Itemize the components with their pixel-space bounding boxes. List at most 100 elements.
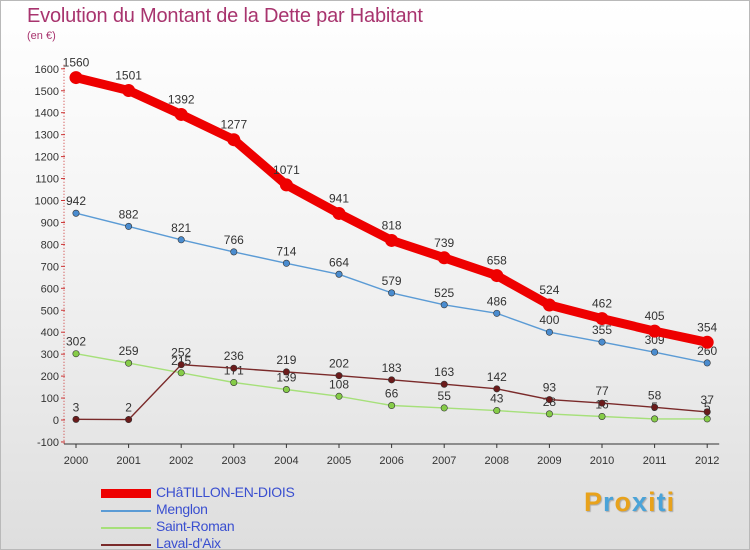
data-label-laval-d-aix-2012: 37 <box>701 393 715 407</box>
data-label-laval-d-aix-2003: 236 <box>224 349 244 363</box>
data-point-laval-d-aix-2005 <box>335 372 343 380</box>
x-tick-label-2003: 2003 <box>222 455 246 467</box>
data-point-menglon-2001 <box>125 222 133 230</box>
data-label-saint-roman-2004: 139 <box>276 370 296 384</box>
data-point-laval-d-aix-2001 <box>125 416 133 424</box>
data-label-ch-tillon-en-diois-2001: 1501 <box>115 69 142 83</box>
data-label-menglon-2007: 525 <box>434 286 454 300</box>
data-label-menglon-2005: 664 <box>329 255 349 269</box>
x-tick-label-2000: 2000 <box>64 455 88 467</box>
data-label-laval-d-aix-2000: 3 <box>73 400 80 414</box>
y-tick-label-700: 700 <box>41 261 59 273</box>
data-label-saint-roman-2012: 5 <box>704 400 711 414</box>
data-label-ch-tillon-en-diois-2008: 658 <box>487 254 507 268</box>
data-label-ch-tillon-en-diois-2009: 524 <box>539 283 559 297</box>
logo-letter: i <box>648 487 657 517</box>
data-point-saint-roman-2003 <box>230 378 238 386</box>
y-tick-label-400: 400 <box>41 327 59 339</box>
x-tick-label-2009: 2009 <box>537 455 561 467</box>
legend-label: Menglon <box>156 501 208 517</box>
data-label-menglon-2000: 942 <box>66 194 86 208</box>
data-point-laval-d-aix-2004 <box>282 368 290 376</box>
logo-letter: x <box>632 487 649 517</box>
data-point-menglon-2007 <box>440 301 448 309</box>
data-label-menglon-2008: 486 <box>487 294 507 308</box>
y-tick-label-1100: 1100 <box>35 174 59 186</box>
data-label-menglon-2006: 579 <box>382 274 402 288</box>
x-tick-label-2002: 2002 <box>169 455 193 467</box>
data-point-saint-roman-2010 <box>598 412 606 420</box>
legend-swatch <box>101 489 151 498</box>
x-tick-label-2012: 2012 <box>695 455 719 467</box>
data-point-ch-tillon-en-diois-2011 <box>648 324 662 338</box>
data-label-ch-tillon-en-diois-2004: 1071 <box>273 163 300 177</box>
x-tick-label-2007: 2007 <box>432 455 456 467</box>
series-line-ch-tillon-en-diois <box>71 73 712 347</box>
data-label-laval-d-aix-2007: 163 <box>434 365 454 379</box>
data-label-ch-tillon-en-diois-2002: 1392 <box>168 92 195 106</box>
data-point-laval-d-aix-2000 <box>72 415 80 423</box>
data-point-ch-tillon-en-diois-2006 <box>385 233 399 247</box>
data-label-saint-roman-2007: 55 <box>438 389 452 403</box>
y-tick-label-800: 800 <box>41 239 59 251</box>
y-unit-label: (en €) <box>27 30 56 42</box>
y-tick-label-1000: 1000 <box>35 196 59 208</box>
data-point-menglon-2011 <box>651 348 659 356</box>
y-tick-label-1400: 1400 <box>35 108 59 120</box>
data-point-laval-d-aix-2008 <box>493 385 501 393</box>
x-tick-label-2010: 2010 <box>590 455 614 467</box>
data-point-ch-tillon-en-diois-2012 <box>700 335 714 349</box>
data-point-saint-roman-2002 <box>177 369 185 377</box>
data-label-ch-tillon-en-diois-2006: 818 <box>382 218 402 232</box>
data-point-saint-roman-2006 <box>388 402 396 410</box>
data-point-saint-roman-2009 <box>545 410 553 418</box>
series-saint-roman: 302259215171139108665543281655 <box>66 335 711 423</box>
data-point-ch-tillon-en-diois-2010 <box>595 312 609 326</box>
data-point-menglon-2000 <box>72 209 80 217</box>
logo-letter: o <box>614 487 633 517</box>
data-point-laval-d-aix-2002 <box>177 361 185 369</box>
data-label-menglon-2002: 821 <box>171 221 191 235</box>
data-point-laval-d-aix-2003 <box>230 364 238 372</box>
series-laval-d-aix: 3 2 252 236 219 202 183 163 142 93 77 58 37 <box>72 346 715 424</box>
data-point-laval-d-aix-2009 <box>545 396 553 404</box>
data-point-menglon-2012 <box>703 359 711 367</box>
legend-label: Saint-Roman <box>156 518 235 534</box>
data-point-ch-tillon-en-diois-2004 <box>279 178 293 192</box>
data-label-saint-roman-2008: 43 <box>490 392 504 406</box>
data-point-saint-roman-2000 <box>72 350 80 358</box>
data-label-ch-tillon-en-diois-2000: 1560 <box>63 56 90 70</box>
data-point-ch-tillon-en-diois-2003 <box>227 133 241 147</box>
logo-letter: t <box>656 487 667 517</box>
data-point-saint-roman-2008 <box>493 407 501 415</box>
data-label-menglon-2012: 260 <box>697 344 717 358</box>
data-label-laval-d-aix-2004: 219 <box>276 353 296 367</box>
y-tick-label--100: -100 <box>37 437 59 449</box>
data-label-menglon-2003: 766 <box>224 233 244 247</box>
data-label-menglon-2001: 882 <box>119 207 139 221</box>
y-tick-label-900: 900 <box>41 217 59 229</box>
data-point-saint-roman-2004 <box>282 385 290 393</box>
y-tick-label-0: 0 <box>53 415 59 427</box>
data-point-laval-d-aix-2010 <box>598 399 606 407</box>
x-tick-label-2006: 2006 <box>379 455 403 467</box>
data-label-saint-roman-2001: 259 <box>119 344 139 358</box>
y-tick-label-1200: 1200 <box>35 152 59 164</box>
data-point-laval-d-aix-2011 <box>651 403 659 411</box>
data-point-saint-roman-2007 <box>440 404 448 412</box>
data-label-saint-roman-2005: 108 <box>329 377 349 391</box>
data-point-laval-d-aix-2012 <box>703 408 711 416</box>
y-tick-label-500: 500 <box>41 305 59 317</box>
legend-label: Laval-d'Aix <box>156 535 221 550</box>
legend-label: CHâTILLON-EN-DIOIS <box>156 484 295 500</box>
data-label-ch-tillon-en-diois-2005: 941 <box>329 191 349 205</box>
y-tick-label-1600: 1600 <box>35 64 59 76</box>
data-point-saint-roman-2011 <box>651 415 659 423</box>
data-point-ch-tillon-en-diois-2000 <box>69 71 83 85</box>
data-point-menglon-2010 <box>598 338 606 346</box>
legend-swatch <box>101 527 151 529</box>
data-point-ch-tillon-en-diois-2007 <box>437 251 451 265</box>
